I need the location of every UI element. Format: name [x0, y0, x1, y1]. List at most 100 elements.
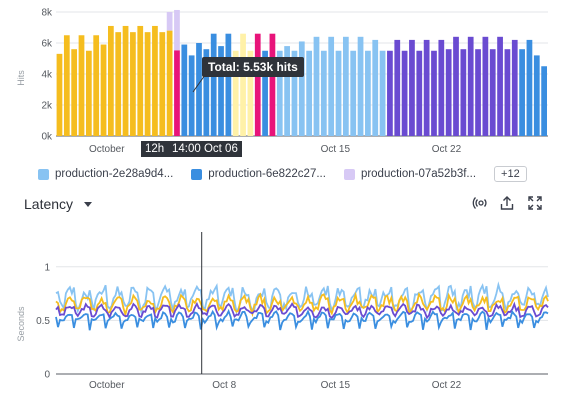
bar[interactable]	[122, 25, 129, 137]
bar[interactable]	[174, 50, 180, 136]
bar[interactable]	[115, 32, 122, 136]
bar[interactable]	[240, 33, 246, 137]
bar[interactable]	[188, 55, 195, 136]
bar[interactable]	[232, 50, 239, 136]
chevron-down-icon[interactable]	[84, 202, 92, 207]
share-icon[interactable]	[498, 194, 516, 212]
bar[interactable]	[394, 39, 401, 136]
bar[interactable]	[467, 36, 474, 136]
bar[interactable]	[489, 49, 496, 137]
bar[interactable]	[541, 66, 547, 136]
legend-item-production-07a5[interactable]: production-07a52b3f...	[343, 168, 477, 180]
x-tick-label: Oct 15	[321, 380, 351, 391]
bar[interactable]	[196, 43, 202, 136]
latency-series-line[interactable]	[55, 308, 549, 331]
bar[interactable]	[291, 50, 298, 136]
bar[interactable]	[262, 50, 268, 136]
bar[interactable]	[357, 36, 364, 136]
bar[interactable]	[130, 32, 136, 136]
bar[interactable]	[85, 50, 92, 136]
bar[interactable]	[56, 53, 63, 136]
series-legend: production-2e28a9d4... production-6e822c…	[38, 162, 527, 186]
bar[interactable]	[284, 46, 290, 136]
bar[interactable]	[423, 39, 430, 136]
bar[interactable]	[335, 50, 342, 136]
bar[interactable]	[78, 35, 85, 136]
bar[interactable]	[533, 55, 540, 136]
bar[interactable]	[100, 44, 107, 136]
bar[interactable]	[166, 30, 173, 137]
bar[interactable]	[445, 49, 452, 137]
bar[interactable]	[203, 49, 210, 137]
bar[interactable]	[511, 39, 518, 136]
legend-item-production-2e28[interactable]: production-2e28a9d4...	[38, 168, 173, 180]
bar[interactable]	[137, 25, 144, 137]
bar[interactable]	[181, 44, 188, 136]
bar[interactable]	[276, 50, 283, 136]
bar[interactable]	[218, 46, 224, 136]
bar[interactable]	[519, 49, 525, 137]
cursor-time-badge: 14:00 Oct 06	[168, 141, 242, 157]
bar[interactable]	[108, 25, 114, 137]
bar[interactable]	[320, 50, 327, 136]
bar[interactable]	[328, 36, 335, 136]
bar[interactable]	[306, 50, 313, 136]
bar[interactable]	[350, 50, 357, 136]
latency-panel-header: Latency	[22, 194, 552, 214]
bar[interactable]	[526, 39, 533, 136]
legend-swatch	[191, 168, 203, 180]
bar[interactable]	[379, 50, 386, 136]
y-tick-label: 8k	[41, 8, 53, 19]
bar[interactable]	[401, 50, 408, 136]
bar[interactable]	[365, 50, 371, 136]
bar[interactable]	[152, 25, 158, 137]
bar[interactable]	[409, 39, 415, 136]
latency-series-line[interactable]	[55, 281, 549, 315]
y-tick-label: 2k	[41, 101, 53, 112]
bar[interactable]	[372, 39, 379, 136]
bar[interactable]	[298, 41, 305, 137]
bar[interactable]	[144, 32, 151, 136]
legend-item-production-6e82[interactable]: production-6e822c27...	[191, 168, 326, 180]
zoom-level-badge[interactable]: 12h	[141, 141, 169, 157]
bar[interactable]	[254, 33, 261, 137]
x-tick-label: October	[89, 144, 125, 155]
bar[interactable]	[475, 49, 481, 137]
hits-bars[interactable]	[56, 9, 547, 137]
bar[interactable]	[497, 36, 503, 136]
more-series-button[interactable]: +12	[494, 166, 527, 182]
bar-segment[interactable]	[166, 12, 173, 31]
bar[interactable]	[247, 50, 254, 136]
bar[interactable]	[269, 33, 276, 137]
bar[interactable]	[71, 49, 78, 137]
pulse-icon[interactable]	[472, 194, 490, 212]
legend-label: production-07a52b3f...	[360, 168, 477, 180]
bar[interactable]	[453, 36, 459, 136]
bar[interactable]	[159, 32, 166, 136]
bar[interactable]	[416, 50, 423, 136]
bar-segment[interactable]	[174, 9, 180, 51]
bar[interactable]	[438, 39, 445, 136]
latency-lines[interactable]	[55, 232, 549, 374]
latency-y-ticks: 00.51	[36, 262, 50, 380]
bar[interactable]	[313, 36, 320, 136]
bar[interactable]	[342, 36, 349, 136]
expand-icon[interactable]	[526, 194, 544, 212]
y-tick-label: 4k	[41, 70, 53, 81]
bar[interactable]	[210, 33, 217, 137]
bar[interactable]	[504, 49, 511, 137]
latency-series-line[interactable]	[55, 291, 549, 318]
bar[interactable]	[225, 33, 232, 137]
hits-chart[interactable]: 0k 2k 4k 6k 8k October Oct 15 Oct 22 Hits	[0, 0, 568, 160]
latency-chart[interactable]: 00.51 October Oct 8 Oct 15 Oct 22 Seconds	[0, 220, 568, 400]
latency-series-line[interactable]	[55, 301, 549, 320]
bar[interactable]	[93, 35, 100, 136]
bar[interactable]	[431, 50, 437, 136]
y-tick-label: 0k	[41, 132, 53, 143]
legend-label: production-6e822c27...	[208, 168, 326, 180]
bar[interactable]	[387, 50, 393, 136]
latency-panel-title[interactable]: Latency	[24, 196, 74, 212]
bar[interactable]	[482, 36, 489, 136]
bar[interactable]	[460, 49, 467, 137]
bar[interactable]	[63, 35, 70, 136]
